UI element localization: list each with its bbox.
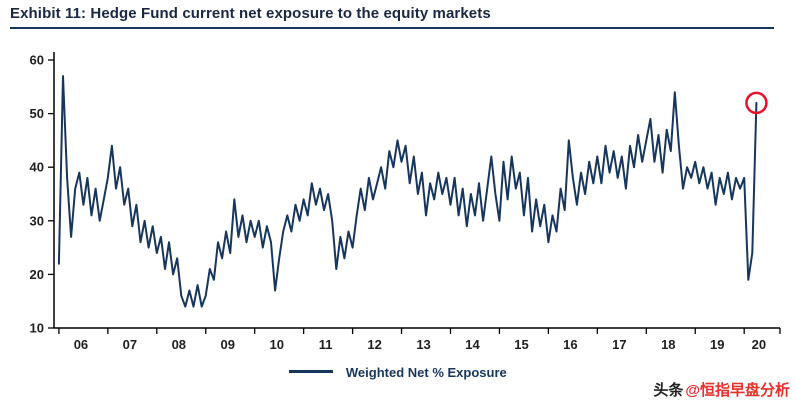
svg-text:09: 09: [221, 337, 235, 352]
latest-point-highlight: [745, 91, 768, 115]
svg-text:06: 06: [74, 337, 88, 352]
svg-text:40: 40: [30, 160, 44, 175]
svg-text:15: 15: [514, 337, 528, 352]
svg-text:10: 10: [30, 321, 44, 336]
svg-text:10: 10: [269, 337, 283, 352]
svg-text:19: 19: [710, 337, 724, 352]
svg-text:12: 12: [367, 337, 381, 352]
svg-text:07: 07: [123, 337, 137, 352]
watermark: 头条 @恒指早盘分析: [653, 379, 790, 400]
svg-text:14: 14: [465, 337, 480, 352]
svg-text:20: 20: [30, 267, 44, 282]
svg-text:50: 50: [30, 106, 44, 121]
legend-line-swatch: [289, 370, 334, 374]
svg-text:60: 60: [30, 53, 44, 68]
svg-text:20: 20: [752, 337, 766, 352]
svg-text:18: 18: [661, 337, 675, 352]
watermark-brand: 头条: [653, 382, 684, 399]
svg-text:08: 08: [172, 337, 186, 352]
svg-text:11: 11: [319, 337, 333, 352]
svg-text:30: 30: [30, 213, 44, 228]
title-underline: [10, 27, 774, 29]
legend-label: Weighted Net % Exposure: [345, 365, 507, 381]
chart-title: Exhibit 11: Hedge Fund current net expos…: [10, 5, 491, 22]
line-chart: 10 20 30 40 50 60 06 07 08 09 10 11 12 13 14 15 16 17 18 19…: [30, 52, 781, 352]
legend: Weighted Net % Exposure: [0, 364, 796, 380]
chart-area: 10 20 30 40 50 60 06 07 08 09 10 11 12 13 14 15 16 17 18 19…: [6, 44, 790, 360]
watermark-handle: @恒指早盘分析: [685, 382, 790, 399]
svg-text:13: 13: [416, 337, 430, 352]
svg-text:17: 17: [612, 337, 626, 352]
svg-text:16: 16: [563, 337, 577, 352]
